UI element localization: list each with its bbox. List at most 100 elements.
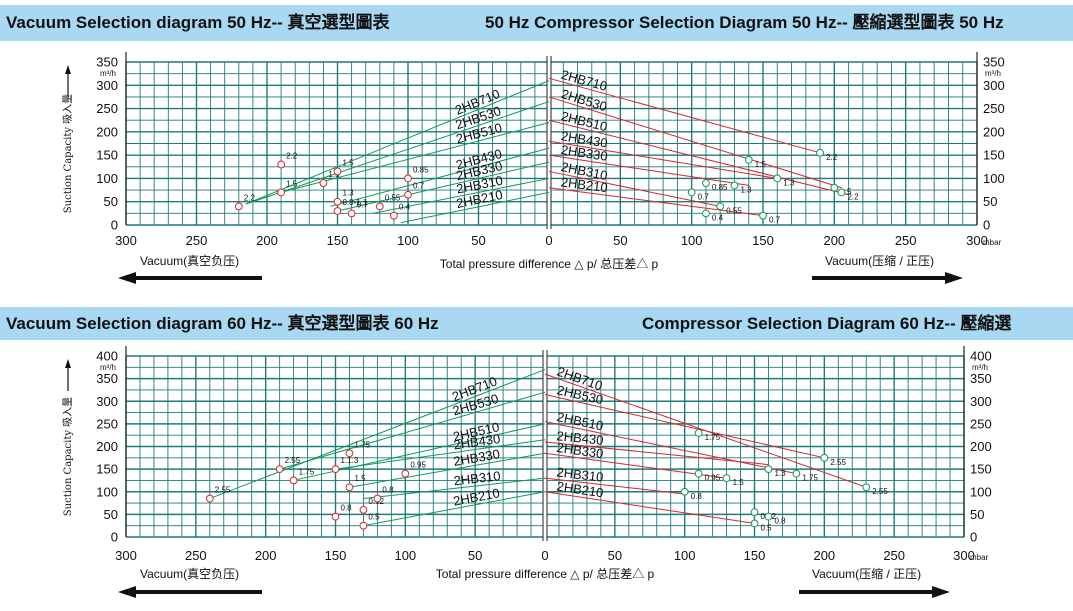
compressor-data-point	[730, 181, 739, 190]
y-tick-label-left: 350	[96, 55, 118, 70]
compressor-point-label: 2.2	[826, 153, 838, 162]
compressor-series-line-2HB330	[548, 154, 749, 186]
y-tick-label-right: 250	[970, 416, 992, 431]
vacuum-data-point	[333, 207, 342, 215]
vacuum-point-label: 1.3	[343, 189, 355, 198]
compressor-series-label: 2HB330	[560, 142, 609, 164]
vacuum-data-point	[404, 174, 412, 183]
vacuum-data-point	[333, 197, 342, 206]
vacuum-series-line-2HB530	[279, 391, 546, 470]
vacuum-point-label: 0.7	[357, 200, 369, 209]
vacuum-point-label: 2.55	[285, 456, 301, 465]
y-unit-left: m³/h	[100, 69, 116, 78]
compressor-data-point	[792, 469, 801, 478]
compressor-series-label: 2HB430	[560, 128, 609, 150]
y-axis-arrow-head	[65, 359, 71, 368]
y-tick-label-right: 0	[970, 530, 977, 545]
y-unit-right: m³/h	[972, 363, 988, 372]
x-tick-label-compressor: 100	[674, 548, 696, 563]
compressor-point-label: 1.3	[783, 178, 795, 187]
x-unit-label: mbar	[970, 553, 989, 562]
compressor-arrow-shaft	[812, 276, 947, 280]
vacuum-data-point	[234, 202, 243, 211]
vacuum-series-line-2HB210	[400, 191, 550, 224]
compressor-point-label: 0.55	[726, 206, 742, 215]
compressor-arrow-head	[945, 272, 963, 284]
compressor-series-line-2HB710	[548, 77, 821, 154]
vacuum-point-label: 0.95	[410, 461, 426, 470]
y-tick-label-left: 100	[96, 484, 118, 499]
compressor-data-point	[694, 429, 703, 437]
compressor-point-label: 0.95	[705, 474, 721, 483]
vacuum-point-label: 1.5	[354, 474, 366, 483]
vacuum-data-point	[359, 505, 368, 514]
vacuum-series-line-2HB330	[349, 452, 546, 488]
vacuum-point-label: 0.8	[382, 486, 394, 495]
vacuum-data-point	[373, 494, 382, 503]
compressor-point-label: 1.3	[740, 185, 752, 194]
vacuum-point-label: 1.3	[328, 170, 340, 179]
x-tick-label-compressor: 100	[681, 233, 703, 248]
compressor-data-point	[702, 179, 710, 187]
compressor-data-point	[722, 474, 731, 483]
compressor-point-label: 1.75	[705, 433, 721, 442]
vacuum-60hz-title: Vacuum Selection diagram 60 Hz-- 真空選型圖表 …	[6, 314, 439, 333]
compressor-data-point	[750, 508, 759, 517]
vacuum-point-label: 0.85	[413, 165, 429, 174]
compressor-data-point	[744, 155, 753, 164]
vacuum-data-point	[404, 190, 412, 199]
compressor-series-label: 2HB210	[560, 174, 609, 195]
y-axis-label: Suction Capacity 吸入量	[62, 94, 74, 213]
y-tick-label-left: 300	[96, 78, 118, 93]
compressor-series-line-2HB530	[548, 96, 842, 189]
vacuum-point-label: 1.75	[299, 467, 315, 476]
vacuum-point-label: 0.7	[413, 182, 425, 191]
y-tick-label-left: 0	[111, 218, 118, 233]
vacuum-arrow-head	[118, 586, 136, 598]
compressor-point-label: 1.75	[802, 474, 818, 483]
y-tick-label-right: 250	[983, 101, 1005, 116]
vacuum-direction-label-60hz: Vacuum(真空负压)	[140, 567, 239, 581]
compressor-series-line-2HB310	[548, 170, 721, 207]
x-tick-label-compressor: 200	[823, 233, 845, 248]
y-tick-label-right: 100	[983, 171, 1005, 186]
x-tick-label-vacuum: 250	[185, 548, 207, 563]
vacuum-data-point	[289, 476, 298, 485]
compressor-point-label: 1.5	[733, 478, 745, 487]
compressor-data-point	[837, 188, 846, 197]
vacuum-series-line-2HB710	[209, 369, 546, 500]
vacuum-series-line-2HB310	[372, 177, 550, 214]
x-tick-label-compressor: 300	[953, 548, 975, 563]
y-tick-label-left: 350	[96, 371, 118, 386]
vacuum-data-point	[319, 179, 328, 187]
vacuum-arrow-shaft	[132, 276, 262, 280]
compressor-direction-label-60hz: Vacuum(压缩 / 正压)	[812, 566, 921, 581]
compressor-point-label: 2.55	[872, 487, 888, 496]
vacuum-point-label: 1.1.3	[341, 456, 359, 465]
vacuum-point-label: 0.55	[385, 193, 401, 202]
x-tick-label-vacuum: 300	[115, 548, 137, 563]
vacuum-50hz-title: Vacuum Selection diagram 50 Hz-- 真空選型圖表	[6, 13, 390, 32]
vacuum-series-line-2HB430	[335, 439, 546, 470]
banner-50hz: Vacuum Selection diagram 50 Hz-- 真空選型圖表 …	[0, 5, 1073, 41]
x-tick-label-compressor: 250	[883, 548, 905, 563]
y-tick-label-right: 200	[970, 439, 992, 454]
y-tick-label-right: 300	[970, 394, 992, 409]
compressor-series-label: 2HB430	[556, 428, 604, 448]
vacuum-data-point	[345, 449, 354, 458]
y-unit-right: m³/h	[985, 69, 1001, 78]
compressor-point-label: 0.7	[769, 216, 781, 225]
vacuum-series-label: 2HB210	[452, 485, 501, 508]
x-tick-label-vacuum: 200	[256, 233, 278, 248]
compressor-series-line-2HB430	[548, 140, 778, 179]
vacuum-series-line-2HB210	[363, 491, 546, 527]
compressor-series-line-2HB510	[544, 421, 797, 475]
y-tick-label-right: 0	[983, 218, 990, 233]
vacuum-series-line-2HB530	[245, 101, 550, 205]
vacuum-data-point	[277, 160, 286, 169]
compressor-direction-label-50hz: Vacuum(压缩 / 正压)	[825, 253, 934, 268]
x-axis-label-60hz: Total pressure difference △ p/ 总压差△ p	[436, 567, 655, 581]
y-tick-label-right: 300	[983, 78, 1005, 93]
x-tick-label-vacuum: 150	[327, 233, 349, 248]
